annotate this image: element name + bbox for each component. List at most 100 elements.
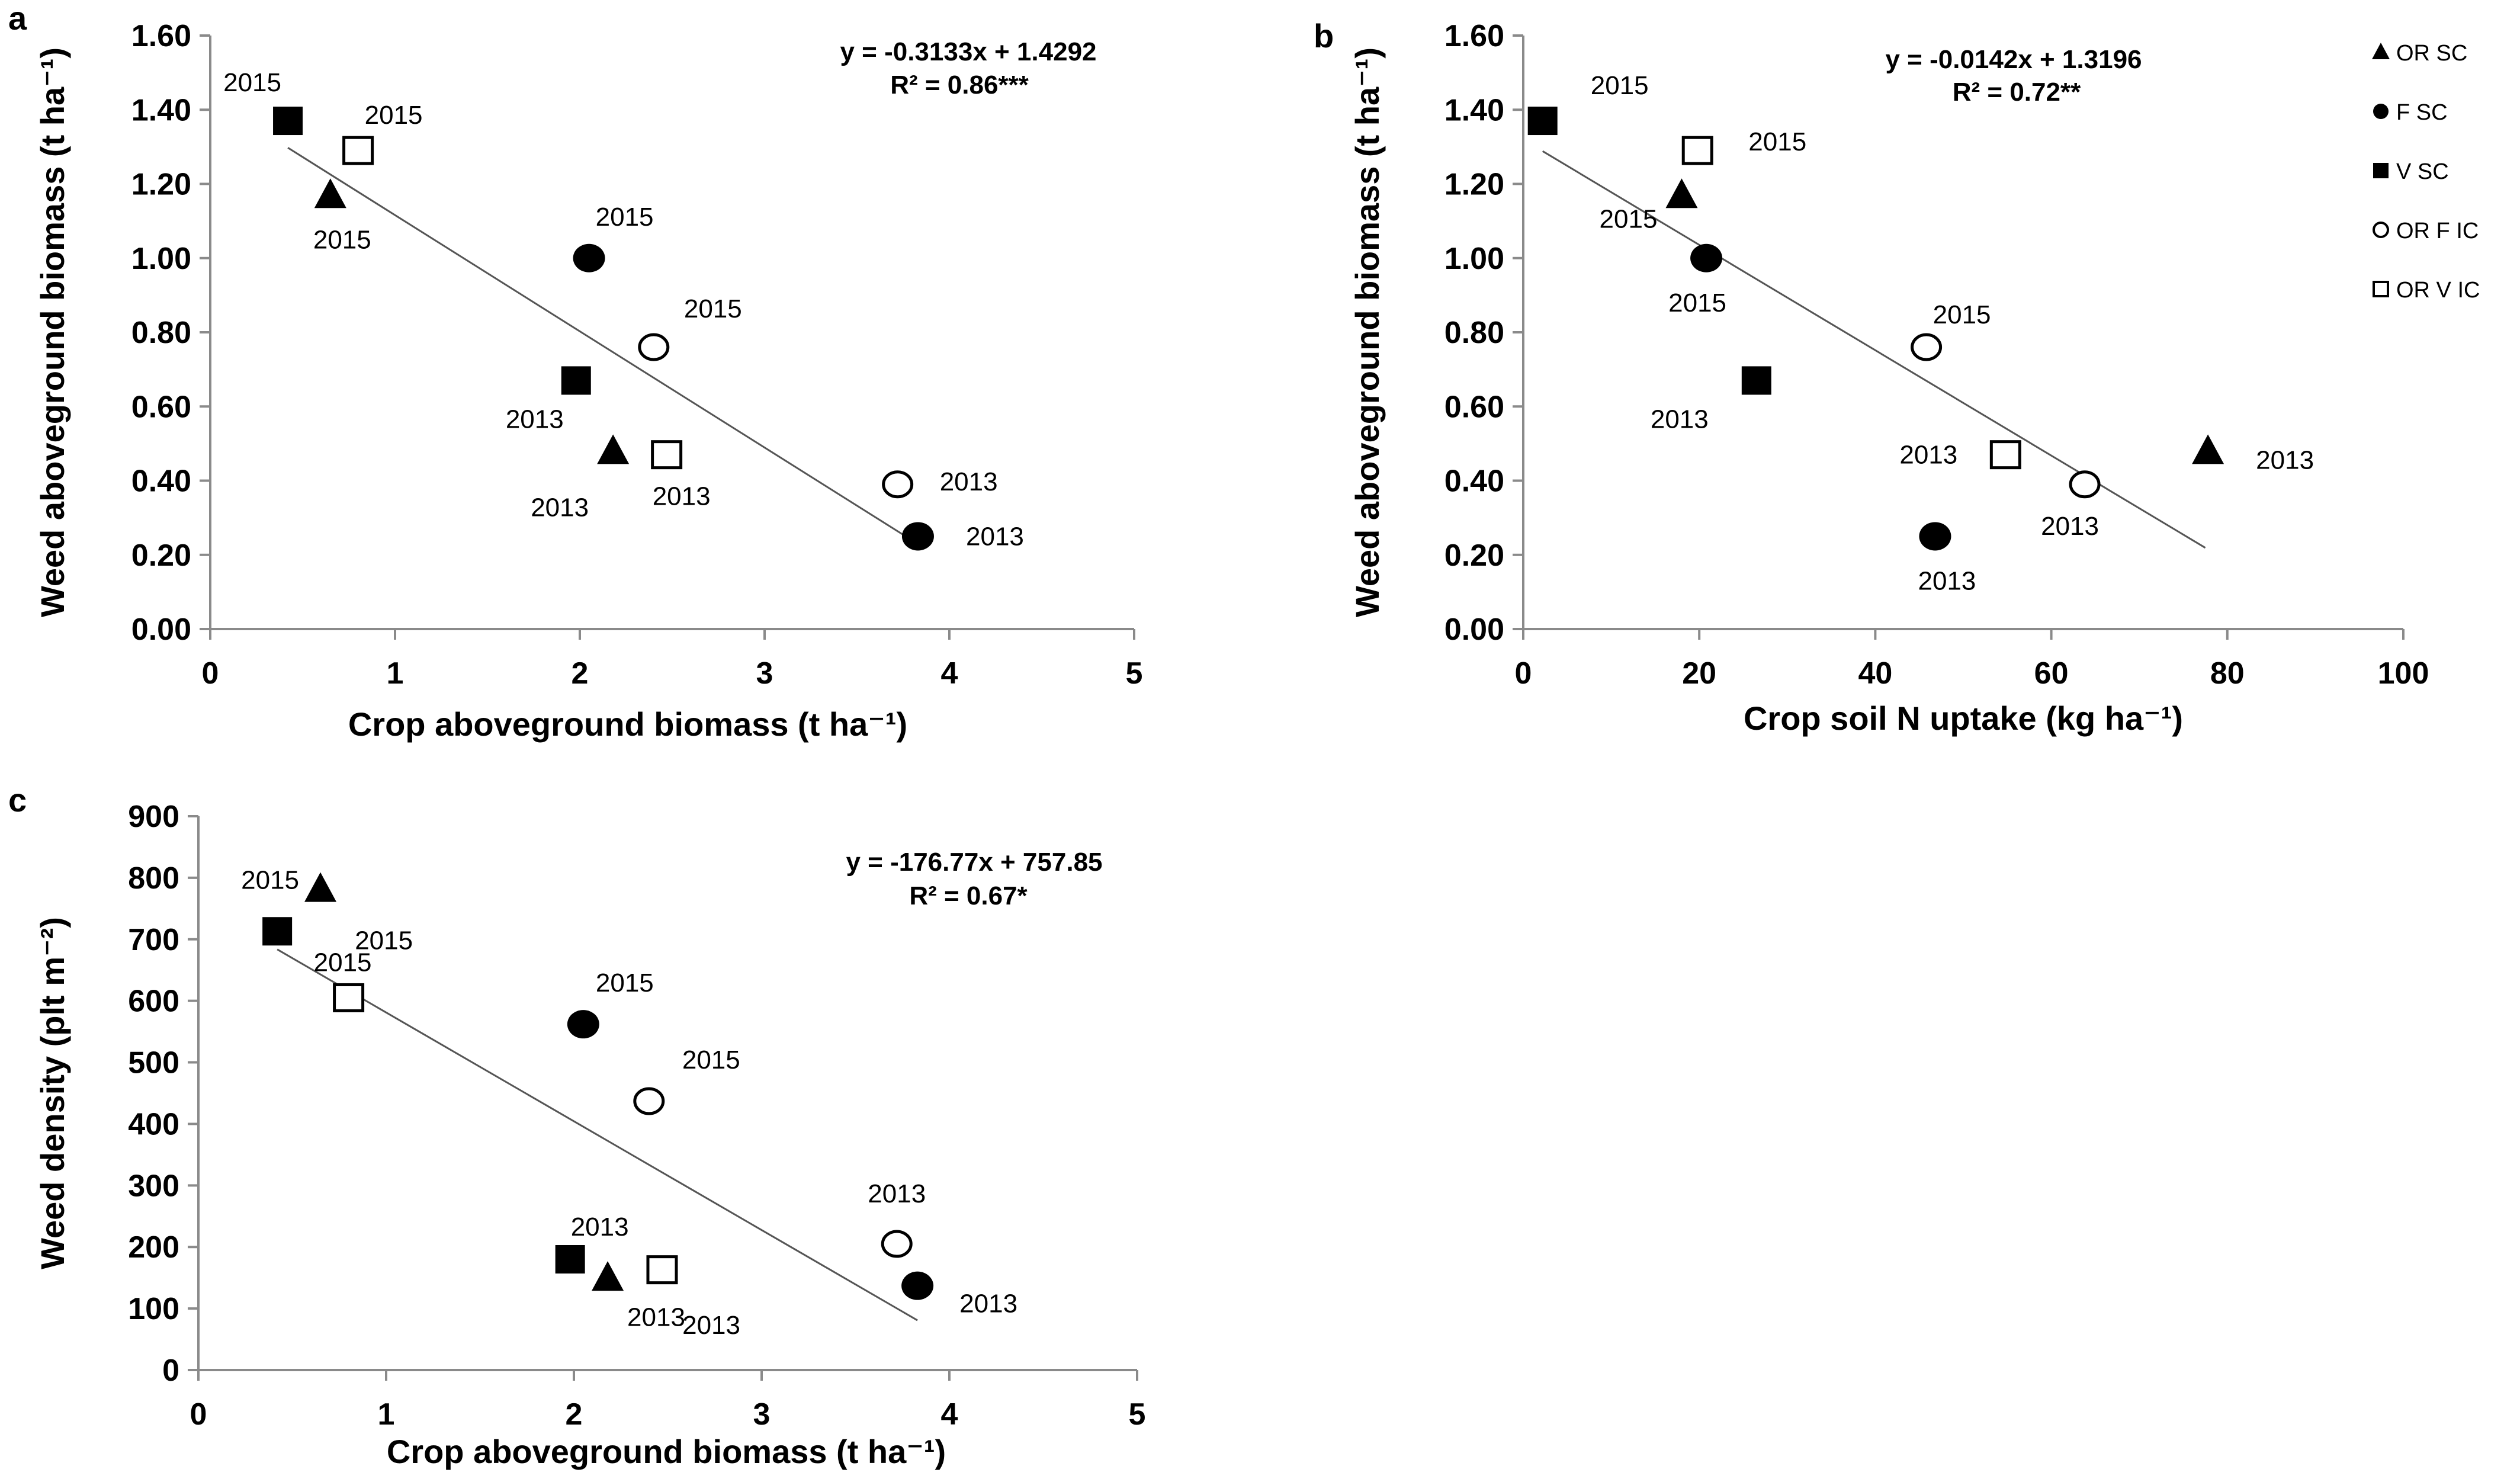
x-tick-label: 100 [2378, 656, 2429, 691]
y-tick-label: 1.20 [131, 168, 191, 202]
y-tick-label: 0.00 [131, 612, 191, 647]
legend-label: OR SC [2396, 41, 2467, 66]
panel-label: c [8, 781, 27, 819]
legend-label: V SC [2396, 159, 2449, 184]
year-label: 2013 [966, 522, 1024, 551]
year-label: 2015 [223, 68, 281, 97]
y-tick-label: 0.60 [131, 390, 191, 424]
y-tick-label: 0.20 [131, 538, 191, 573]
y-tick-label: 0.40 [1444, 464, 1504, 499]
y-tick-label: 700 [128, 923, 179, 957]
data-point-f-sc-2015 [567, 1010, 599, 1039]
year-label: 2015 [365, 101, 423, 130]
y-tick-label: 1.60 [1444, 19, 1504, 53]
x-tick-label: 4 [941, 1397, 958, 1432]
y-tick-label: 400 [128, 1107, 179, 1141]
data-point-f-sc-2013 [901, 522, 934, 551]
y-tick-label: 0.60 [1444, 390, 1504, 424]
data-point-or-v-ic-2013 [1989, 440, 2021, 470]
data-point-v-sc-2015 [262, 917, 293, 946]
year-label: 2013 [506, 405, 564, 434]
data-point-or-f-ic-2015 [633, 1087, 665, 1115]
y-tick-label: 100 [128, 1292, 179, 1326]
year-label: 2015 [596, 203, 654, 232]
x-tick-label: 5 [1126, 656, 1143, 691]
y-tick-label: 0.80 [131, 316, 191, 350]
data-point-or-v-ic-2015 [1681, 136, 1713, 165]
trendline [277, 948, 918, 1321]
data-point-or-v-ic-2015 [333, 983, 365, 1012]
x-axis-label: Crop soil N uptake (kg ha⁻¹) [1744, 700, 2183, 737]
data-point-f-sc-2013 [901, 1271, 934, 1300]
data-point-or-sc-2013 [592, 1261, 624, 1291]
year-label: 2015 [313, 225, 371, 254]
year-label: 2015 [1668, 288, 1726, 317]
year-label: 2015 [682, 1045, 740, 1074]
year-label: 2013 [653, 482, 711, 511]
y-tick-label: 1.40 [1444, 93, 1504, 127]
y-tick-label: 0 [162, 1353, 179, 1388]
regression-equation: y = -176.77x + 757.85 [846, 848, 1102, 877]
data-point-or-sc-2015 [1665, 178, 1698, 208]
year-label: 2013 [868, 1179, 926, 1208]
y-tick-label: 600 [128, 984, 179, 1019]
data-point-or-v-ic-2013 [646, 1255, 678, 1285]
legend-marker-or-v-ic [2373, 281, 2389, 297]
data-point-or-sc-2015 [314, 178, 346, 208]
regression-equation: y = -0.0142x + 1.3196 [1885, 45, 2142, 74]
data-point-or-f-ic-2013 [881, 1230, 913, 1258]
year-label: 2013 [940, 467, 998, 496]
panel-label: b [1314, 17, 1334, 54]
legend-label: OR F IC [2396, 219, 2479, 243]
y-tick-label: 1.60 [131, 19, 191, 53]
x-tick-label: 4 [941, 656, 958, 691]
year-label: 2013 [2041, 512, 2099, 541]
x-axis-label: Crop aboveground biomass (t ha⁻¹) [387, 1433, 946, 1470]
data-point-f-sc-2015 [573, 243, 605, 272]
legend-marker-f-sc [2373, 104, 2389, 119]
x-tick-label: 0 [202, 656, 219, 691]
x-tick-label: 40 [1858, 656, 1892, 691]
x-tick-label: 3 [756, 656, 773, 691]
x-tick-label: 1 [378, 1397, 395, 1432]
data-point-or-sc-2013 [2192, 434, 2224, 464]
data-point-or-f-ic-2015 [638, 333, 670, 361]
trendline [287, 147, 919, 545]
y-tick-label: 1.00 [1444, 242, 1504, 276]
year-label: 2013 [2256, 445, 2314, 474]
y-tick-label: 800 [128, 861, 179, 896]
x-tick-label: 0 [1515, 656, 1532, 691]
panel-label: a [8, 0, 27, 37]
year-label: 2015 [684, 294, 742, 323]
y-tick-label: 1.20 [1444, 168, 1504, 202]
data-point-or-f-ic-2013 [2069, 470, 2101, 499]
chart-panel-b: b 0.00 0.20 0.40 0.60 0.80 1.00 1.20 1.40 1.60 0 20… [1314, 17, 2429, 737]
y-tick-label: 0.20 [1444, 538, 1504, 573]
x-tick-label: 1 [387, 656, 404, 691]
data-point-or-f-ic-2015 [1911, 333, 1943, 361]
data-point-v-sc-2015 [1527, 107, 1558, 136]
year-label: 2015 [241, 866, 299, 895]
data-point-or-v-ic-2013 [651, 440, 683, 470]
data-point-v-sc-2013 [561, 366, 591, 395]
legend-label: F SC [2396, 100, 2448, 125]
legend-marker-or-sc [2372, 43, 2390, 59]
x-axis-label: Crop aboveground biomass (t ha⁻¹) [348, 705, 907, 743]
x-tick-label: 80 [2210, 656, 2245, 691]
data-point-or-v-ic-2015 [342, 136, 374, 165]
data-point-or-sc-2013 [597, 434, 630, 464]
data-point-v-sc-2013 [1741, 366, 1771, 395]
year-label: 2013 [571, 1212, 629, 1242]
year-label: 2015 [596, 968, 654, 997]
x-tick-label: 3 [753, 1397, 771, 1432]
year-label: 2015 [1748, 127, 1806, 156]
year-label: 2015 [1600, 204, 1658, 233]
legend-marker-v-sc [2373, 163, 2389, 178]
y-tick-label: 200 [128, 1230, 179, 1265]
y-tick-label: 500 [128, 1046, 179, 1080]
year-label: 2015 [1591, 71, 1649, 100]
legend-label: OR V IC [2396, 278, 2480, 303]
data-point-or-f-ic-2013 [882, 470, 914, 499]
y-tick-label: 0.40 [131, 464, 191, 499]
r-squared: R² = 0.72** [1953, 78, 2081, 107]
